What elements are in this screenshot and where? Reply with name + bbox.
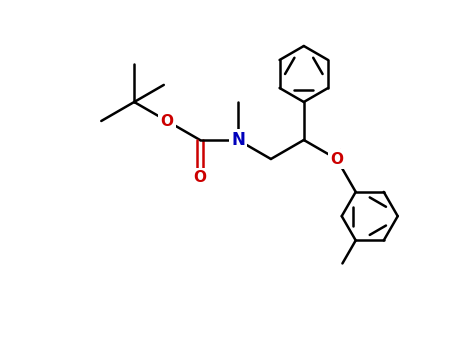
Text: O: O [330, 152, 343, 167]
Text: O: O [193, 170, 207, 186]
Text: N: N [231, 131, 245, 149]
Text: O: O [161, 113, 174, 128]
